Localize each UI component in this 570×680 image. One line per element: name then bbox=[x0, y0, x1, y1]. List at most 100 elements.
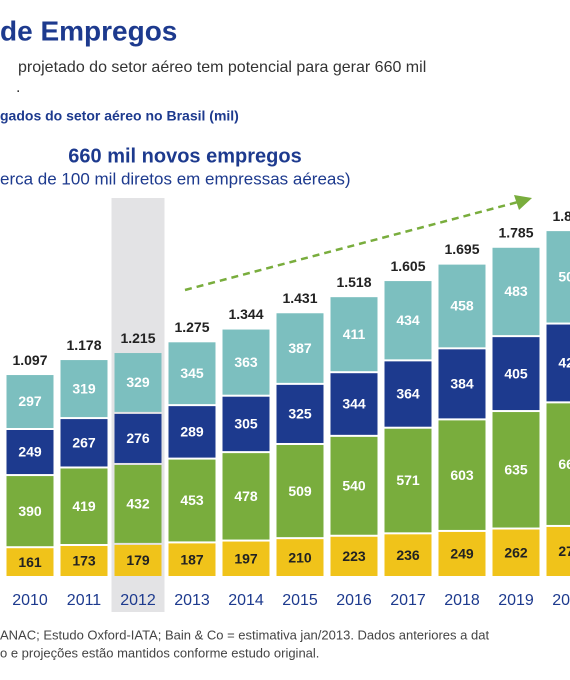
segment-label: 458 bbox=[450, 298, 474, 314]
bar-segment bbox=[492, 529, 540, 576]
bar-segment bbox=[222, 329, 270, 395]
bar-segment bbox=[276, 539, 324, 576]
segment-label: 390 bbox=[18, 503, 42, 519]
bar-segment bbox=[222, 396, 270, 452]
bars: 161 390 249 297 1.097 2010 173 419 267 319 1.178 20… bbox=[6, 208, 570, 609]
bar-segment bbox=[114, 353, 162, 412]
x-tick-label: 2019 bbox=[498, 592, 534, 609]
segment-label: 345 bbox=[180, 365, 204, 381]
bar-segment bbox=[168, 543, 216, 576]
footnote: ANAC; Estudo Oxford-IATA; Bain & Co = es… bbox=[0, 627, 489, 642]
bar-segment bbox=[60, 468, 108, 544]
segment-label: 505 bbox=[558, 269, 570, 285]
segment-label: 411 bbox=[343, 326, 366, 342]
segment-label: 405 bbox=[504, 365, 528, 381]
segment-label: 603 bbox=[450, 467, 474, 483]
x-tick-label: 2010 bbox=[12, 592, 48, 609]
total-label: 1.344 bbox=[228, 306, 263, 322]
total-label: 1.431 bbox=[282, 290, 317, 306]
bar-segment bbox=[384, 361, 432, 427]
segment-label: 363 bbox=[234, 354, 258, 370]
subtitle: gados do setor aéreo no Brasil (mil) bbox=[0, 108, 239, 124]
segment-label: 668 bbox=[558, 456, 570, 472]
bar-segment bbox=[384, 281, 432, 360]
segment-label: 419 bbox=[72, 498, 96, 514]
segment-label: 210 bbox=[288, 549, 312, 565]
bar-segment bbox=[546, 403, 570, 525]
segment-label: 387 bbox=[288, 340, 312, 356]
segment-label: 262 bbox=[504, 544, 528, 560]
bar-segment bbox=[6, 430, 54, 475]
segment-label: 187 bbox=[180, 551, 204, 567]
bar-segment bbox=[6, 548, 54, 576]
segment-label: 249 bbox=[18, 444, 42, 460]
x-tick-label: 2014 bbox=[228, 592, 264, 609]
segment-label: 197 bbox=[234, 550, 258, 566]
segment-label: 289 bbox=[180, 424, 204, 440]
x-tick-label: 2012 bbox=[120, 592, 156, 609]
bar-segment bbox=[330, 536, 378, 576]
bar-segment bbox=[114, 464, 162, 543]
segment-label: 483 bbox=[504, 283, 528, 299]
bar-segment bbox=[546, 324, 570, 402]
segment-label: 329 bbox=[126, 374, 150, 390]
bar-segment bbox=[60, 360, 108, 418]
headline-note: erca de 100 mil diretos em empressas aér… bbox=[0, 169, 351, 188]
bar-segment bbox=[330, 297, 378, 372]
bar-segment bbox=[276, 313, 324, 383]
segment-label: 364 bbox=[396, 386, 420, 402]
bar-segment bbox=[6, 476, 54, 547]
segment-label: 478 bbox=[234, 488, 258, 504]
total-label: 1.178 bbox=[66, 337, 101, 353]
bar-segment bbox=[330, 436, 378, 535]
bar-segment bbox=[546, 231, 570, 323]
x-tick-label: 2011 bbox=[67, 592, 102, 609]
bar-segment bbox=[168, 459, 216, 542]
segment-label: 249 bbox=[450, 546, 474, 562]
bar-segment bbox=[168, 406, 216, 458]
bar-segment bbox=[438, 349, 486, 419]
segment-label: 325 bbox=[288, 406, 312, 422]
bar-segment bbox=[276, 384, 324, 443]
headline: 660 mil novos empregos bbox=[68, 145, 301, 167]
bar-segment bbox=[438, 531, 486, 576]
bar-segment bbox=[114, 544, 162, 576]
segment-label: 179 bbox=[126, 552, 150, 568]
bar-segment bbox=[384, 428, 432, 533]
bar-segment bbox=[384, 534, 432, 576]
total-label: 1.785 bbox=[498, 224, 533, 240]
segment-label: 344 bbox=[342, 396, 366, 412]
x-tick-label: 2013 bbox=[174, 592, 210, 609]
segment-label: 276 bbox=[126, 430, 150, 446]
bar-segment bbox=[60, 545, 108, 576]
trend-arrowhead bbox=[514, 195, 532, 210]
bar-segment bbox=[60, 419, 108, 467]
bar-segment bbox=[222, 541, 270, 576]
segment-label: 509 bbox=[288, 483, 312, 499]
bar-segment bbox=[492, 247, 540, 336]
segment-label: 432 bbox=[126, 496, 150, 512]
footnote: o e projeções estão mantidos conforme es… bbox=[0, 645, 319, 660]
segment-label: 276 bbox=[558, 543, 570, 559]
segment-label: 297 bbox=[18, 393, 42, 409]
segment-label: 571 bbox=[396, 472, 420, 488]
total-label: 1.605 bbox=[390, 258, 425, 274]
segment-label: 173 bbox=[72, 553, 96, 569]
total-label: 1.275 bbox=[174, 319, 209, 335]
bar-segment bbox=[222, 453, 270, 540]
x-tick-label: 2016 bbox=[336, 592, 372, 609]
segment-label: 319 bbox=[72, 380, 96, 396]
segment-label: 635 bbox=[504, 461, 528, 477]
bar-segment bbox=[438, 264, 486, 348]
bar-segment bbox=[492, 337, 540, 411]
total-label: 1.518 bbox=[336, 274, 371, 290]
bar-segment bbox=[438, 420, 486, 530]
segment-label: 223 bbox=[342, 548, 366, 564]
bar-segment bbox=[276, 444, 324, 538]
bar-segment bbox=[168, 342, 216, 405]
trend-arrow bbox=[184, 200, 519, 292]
x-tick-label: 2018 bbox=[444, 592, 480, 609]
intro-line: projetado do setor aéreo tem potencial p… bbox=[18, 59, 426, 76]
segment-label: 434 bbox=[396, 312, 420, 328]
